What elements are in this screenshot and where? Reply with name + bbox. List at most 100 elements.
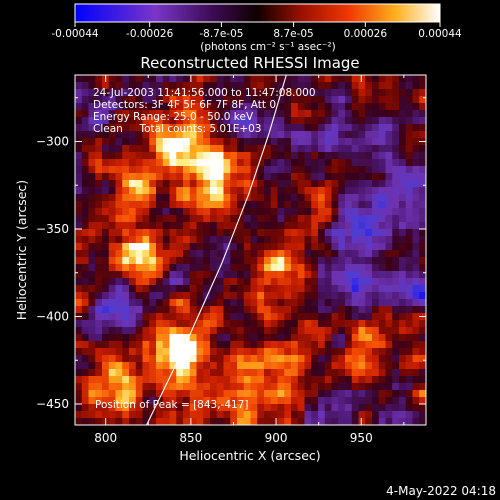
heatmap-cell bbox=[304, 383, 312, 391]
heatmap-cell bbox=[297, 138, 305, 146]
heatmap-cell bbox=[81, 208, 89, 216]
heatmap-cell bbox=[412, 411, 420, 419]
heatmap-cell bbox=[135, 145, 143, 153]
heatmap-cell bbox=[230, 418, 238, 425]
heatmap-cell bbox=[338, 376, 346, 384]
heatmap-cell bbox=[223, 264, 231, 272]
heatmap-cell bbox=[264, 243, 272, 251]
heatmap-cell bbox=[318, 264, 326, 272]
heatmap-cell bbox=[189, 264, 197, 272]
heatmap-cell bbox=[122, 355, 130, 363]
heatmap-cell bbox=[270, 215, 278, 223]
heatmap-cell bbox=[324, 299, 332, 307]
heatmap-cell bbox=[129, 82, 137, 90]
heatmap-cell bbox=[108, 194, 116, 202]
heatmap-cell bbox=[196, 320, 204, 328]
heatmap-cell bbox=[216, 89, 224, 97]
heatmap-cell bbox=[405, 243, 413, 251]
heatmap-cell bbox=[243, 180, 251, 188]
heatmap-cell bbox=[392, 243, 400, 251]
heatmap-cell bbox=[304, 397, 312, 405]
heatmap-cell bbox=[129, 215, 137, 223]
heatmap-cell bbox=[149, 208, 157, 216]
heatmap-cell bbox=[318, 383, 326, 391]
heatmap-cell bbox=[291, 201, 299, 209]
heatmap-cell bbox=[162, 411, 170, 419]
heatmap-cell bbox=[115, 166, 123, 174]
heatmap-cell bbox=[243, 187, 251, 195]
heatmap-cell bbox=[129, 187, 137, 195]
heatmap-cell bbox=[129, 117, 137, 125]
heatmap-cell bbox=[189, 152, 197, 160]
heatmap-cell bbox=[385, 82, 393, 90]
heatmap-cell bbox=[297, 341, 305, 349]
heatmap-cell bbox=[88, 355, 96, 363]
heatmap-cell bbox=[189, 103, 197, 111]
heatmap-cell bbox=[338, 271, 346, 279]
annotation-peak-position: Position of Peak = [843,-417] bbox=[95, 399, 249, 411]
heatmap-cell bbox=[135, 152, 143, 160]
heatmap-cell bbox=[75, 404, 83, 412]
heatmap-cell bbox=[216, 215, 224, 223]
heatmap-cell bbox=[399, 138, 407, 146]
heatmap-cell bbox=[277, 124, 285, 132]
heatmap-cell bbox=[412, 187, 420, 195]
heatmap-cell bbox=[250, 152, 258, 160]
heatmap-cell bbox=[115, 383, 123, 391]
heatmap-cell bbox=[304, 327, 312, 335]
heatmap-cell bbox=[156, 376, 164, 384]
heatmap-cell bbox=[230, 215, 238, 223]
heatmap-cell bbox=[378, 194, 386, 202]
heatmap-cell bbox=[237, 110, 245, 118]
heatmap-cell bbox=[75, 82, 83, 90]
heatmap-cell bbox=[203, 243, 211, 251]
heatmap-cell bbox=[311, 271, 319, 279]
heatmap-cell bbox=[189, 292, 197, 300]
heatmap-cell bbox=[311, 411, 319, 419]
heatmap-cell bbox=[284, 96, 292, 104]
heatmap-cell bbox=[95, 341, 103, 349]
heatmap-cell bbox=[122, 215, 130, 223]
heatmap-cell bbox=[264, 236, 272, 244]
heatmap-cell bbox=[277, 264, 285, 272]
heatmap-cell bbox=[243, 397, 251, 405]
heatmap-cell bbox=[392, 397, 400, 405]
heatmap-cell bbox=[372, 222, 380, 230]
heatmap-cell bbox=[270, 75, 278, 83]
heatmap-cell bbox=[331, 145, 339, 153]
heatmap-cell bbox=[399, 117, 407, 125]
heatmap-cell bbox=[216, 201, 224, 209]
heatmap-cell bbox=[122, 138, 130, 146]
heatmap-cell bbox=[257, 96, 265, 104]
heatmap-cell bbox=[149, 138, 157, 146]
heatmap-cell bbox=[378, 250, 386, 258]
heatmap-cell bbox=[297, 229, 305, 237]
heatmap-cell bbox=[392, 201, 400, 209]
heatmap-cell bbox=[338, 292, 346, 300]
heatmap-cell bbox=[102, 250, 110, 258]
heatmap-cell bbox=[203, 201, 211, 209]
heatmap-cell bbox=[345, 299, 353, 307]
heatmap-cell bbox=[351, 103, 359, 111]
heatmap-cell bbox=[102, 222, 110, 230]
heatmap-cell bbox=[189, 89, 197, 97]
heatmap-cell bbox=[297, 334, 305, 342]
heatmap-cell bbox=[88, 173, 96, 181]
heatmap-cell bbox=[102, 187, 110, 195]
heatmap-cell bbox=[230, 355, 238, 363]
heatmap-cell bbox=[304, 278, 312, 286]
heatmap-cell bbox=[250, 222, 258, 230]
heatmap-cell bbox=[230, 180, 238, 188]
heatmap-cell bbox=[351, 418, 359, 425]
heatmap-cell bbox=[378, 145, 386, 153]
heatmap-cell bbox=[95, 180, 103, 188]
heatmap-cell bbox=[156, 418, 164, 425]
heatmap-cell bbox=[385, 418, 393, 425]
heatmap-cell bbox=[378, 89, 386, 97]
heatmap-cell bbox=[183, 110, 191, 118]
heatmap-cell bbox=[223, 383, 231, 391]
heatmap-cell bbox=[210, 145, 218, 153]
heatmap-cell bbox=[372, 278, 380, 286]
heatmap-cell bbox=[237, 348, 245, 356]
heatmap-cell bbox=[230, 124, 238, 132]
